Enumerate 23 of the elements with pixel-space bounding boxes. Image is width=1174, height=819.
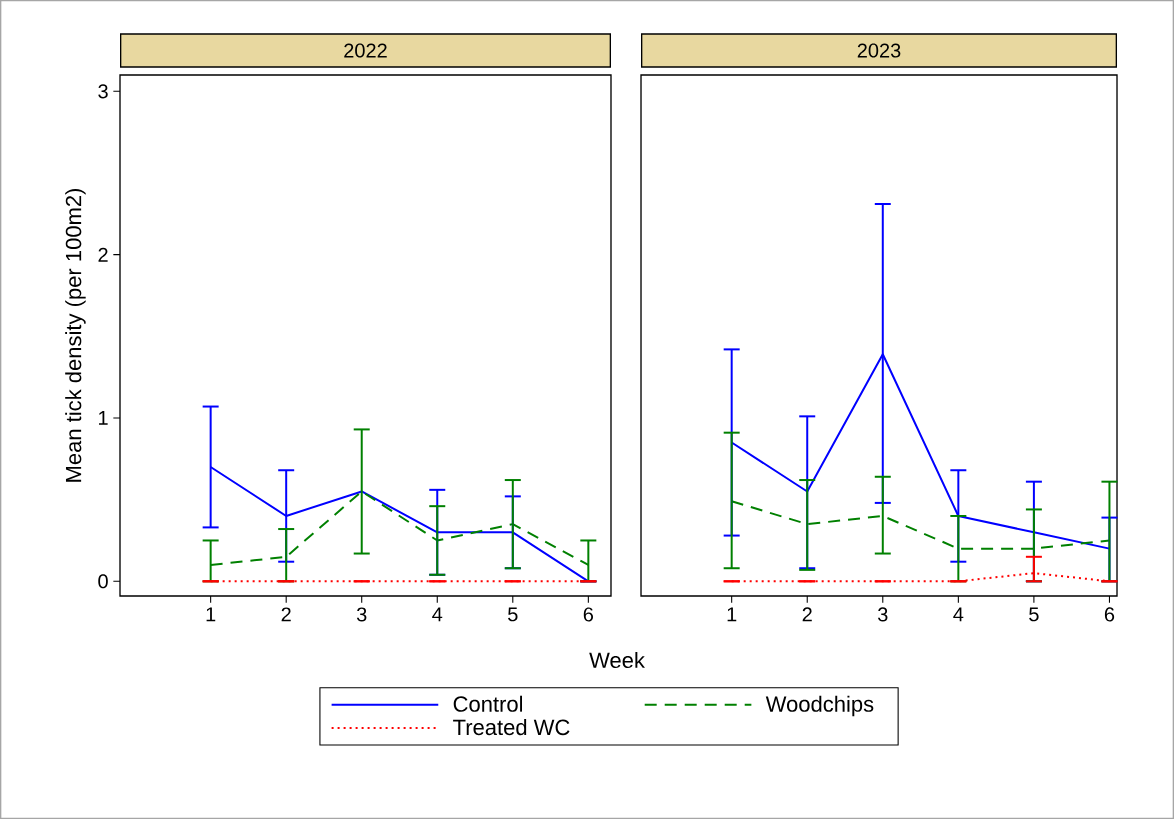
y-tick-label: 3 — [98, 84, 108, 99]
x-tick-label: 6 — [1104, 607, 1115, 622]
chart-title: 2022 — [344, 43, 387, 58]
chart-title: 2023 — [857, 43, 901, 58]
x-axis-title: Week — [589, 651, 645, 669]
x-tick-label: 1 — [727, 607, 737, 622]
legend-label: Treated WC — [453, 718, 570, 736]
x-tick-label: 1 — [206, 607, 216, 622]
x-tick-label: 2 — [802, 607, 812, 622]
legend-label: Control — [453, 695, 523, 712]
x-tick-label: 3 — [877, 607, 888, 622]
x-tick-label: 3 — [356, 607, 367, 622]
x-tick-label: 4 — [953, 607, 964, 622]
legend-label: Woodchips — [765, 695, 874, 717]
x-tick-label: 4 — [432, 607, 443, 622]
x-tick-label: 2 — [281, 607, 291, 622]
y-tick-label: 2 — [98, 247, 108, 262]
x-tick-label: 5 — [508, 607, 518, 622]
y-tick-label: 0 — [98, 574, 108, 589]
x-tick-label: 5 — [1029, 607, 1039, 622]
y-axis-title: Mean tick density (per 100m2) — [65, 188, 86, 482]
x-tick-label: 6 — [583, 607, 594, 622]
y-tick-label: 1 — [99, 411, 108, 425]
